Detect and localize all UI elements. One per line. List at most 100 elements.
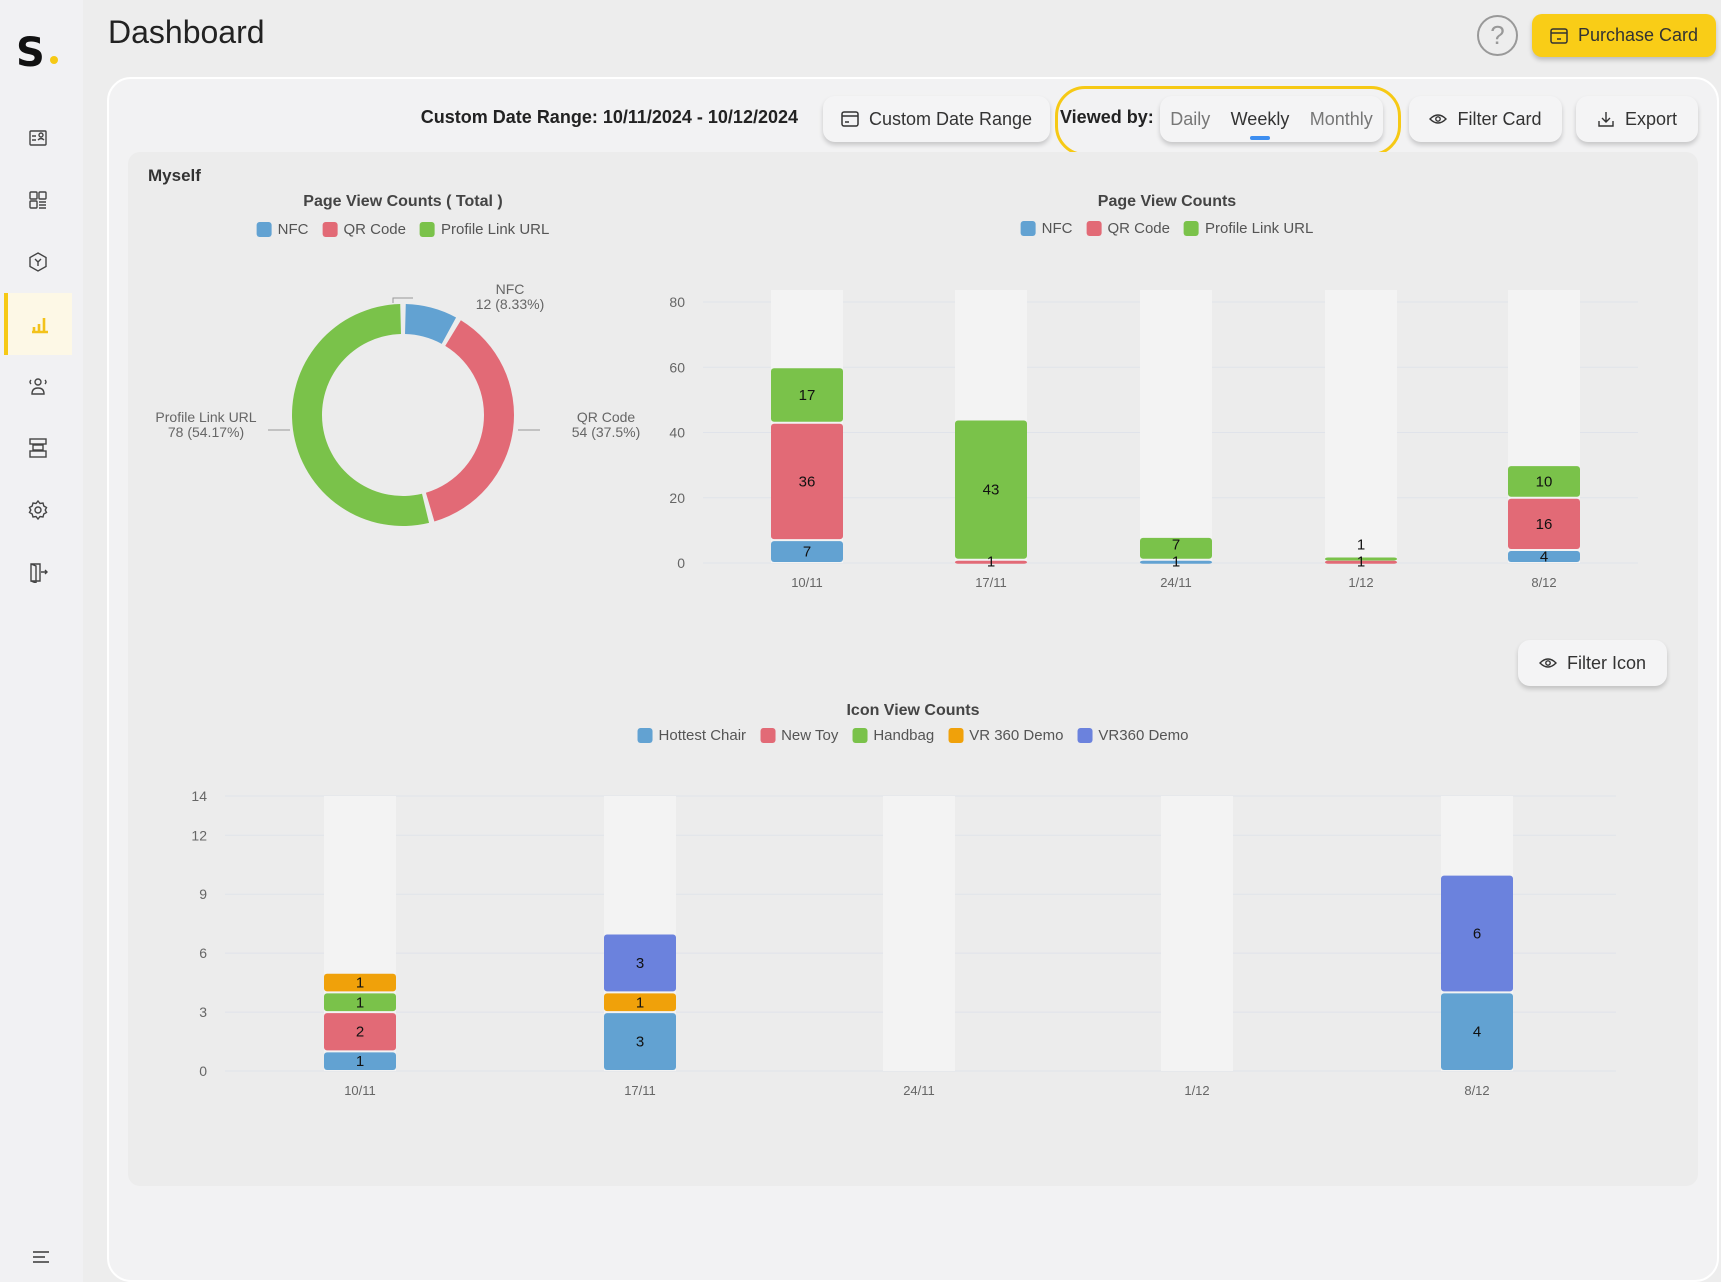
legend-swatch xyxy=(948,728,964,743)
pie-slice[interactable] xyxy=(405,304,457,344)
bar-segment[interactable] xyxy=(604,993,676,1012)
id-card-icon xyxy=(29,130,47,146)
grid-icon xyxy=(29,191,47,209)
sidebar-item-bar-chart[interactable] xyxy=(4,293,72,355)
bar-segment[interactable] xyxy=(324,1013,396,1051)
legend-item[interactable]: QR Code xyxy=(322,221,406,238)
sidebar-item-logout[interactable] xyxy=(4,541,72,603)
legend-item[interactable]: Profile Link URL xyxy=(1183,220,1313,237)
bar-segment[interactable] xyxy=(1508,550,1580,562)
bar-segment[interactable] xyxy=(324,993,396,1012)
y-tick-label: 40 xyxy=(669,425,685,441)
pie-slice[interactable] xyxy=(425,320,514,522)
legend-item[interactable]: VR 360 Demo xyxy=(948,727,1063,744)
bar-segment[interactable] xyxy=(1508,498,1580,549)
bar-segment[interactable] xyxy=(604,1013,676,1070)
legend-item[interactable]: New Toy xyxy=(760,727,838,744)
page-view-bar-chart: 0204060807361710/1114317/111724/11111/12… xyxy=(669,290,1638,590)
bar-segment[interactable] xyxy=(1325,560,1397,564)
bar-value-label: 7 xyxy=(1172,536,1180,553)
legend-swatch xyxy=(1183,221,1199,236)
bar-segment[interactable] xyxy=(1325,557,1397,561)
bar-chart-legend: NFC QR Code Profile Link URL xyxy=(1020,220,1313,237)
bar-segment[interactable] xyxy=(1140,560,1212,564)
sidebar-item-gear[interactable] xyxy=(4,479,72,541)
x-tick-label: 24/11 xyxy=(1160,575,1192,590)
gear-icon xyxy=(28,499,48,521)
legend-item[interactable]: NFC xyxy=(256,221,308,238)
export-button[interactable]: Export xyxy=(1576,96,1698,142)
filter-card-button[interactable]: Filter Card xyxy=(1409,96,1562,142)
pie-legend: NFC QR Code Profile Link URL xyxy=(256,221,549,238)
legend-label: Handbag xyxy=(873,727,935,744)
filter-icon-label: Filter Icon xyxy=(1566,652,1647,673)
sidebar-item-hexagon[interactable] xyxy=(4,231,72,293)
bar-segment[interactable] xyxy=(955,420,1027,559)
legend-label: New Toy xyxy=(781,727,839,744)
bar-segment[interactable] xyxy=(771,368,843,422)
legend-item[interactable]: QR Code xyxy=(1086,220,1170,237)
bar-segment[interactable] xyxy=(324,1052,396,1070)
bar-value-label: 3 xyxy=(636,955,644,972)
bar-segment[interactable] xyxy=(771,423,843,540)
bar-value-label: 1 xyxy=(356,1053,364,1070)
bar-value-label: 3 xyxy=(636,1034,644,1051)
bar-segment[interactable] xyxy=(324,973,396,992)
legend-item[interactable]: VR360 Demo xyxy=(1077,727,1188,744)
filter-icon-button[interactable]: Filter Icon xyxy=(1518,640,1667,686)
sidebar-item-grid[interactable] xyxy=(4,169,72,231)
purchase-card-button[interactable]: Purchase Card xyxy=(1532,14,1716,57)
logout-icon xyxy=(30,563,48,583)
legend-item[interactable]: Handbag xyxy=(852,727,934,744)
pie-label-value: 12 (8.33%) xyxy=(476,296,544,312)
legend-item[interactable]: Profile Link URL xyxy=(419,221,549,238)
view-option-weekly[interactable]: Weekly xyxy=(1230,108,1290,140)
y-tick-label: 12 xyxy=(191,827,207,843)
bar-value-label: 1 xyxy=(356,975,364,992)
panel-title: Myself xyxy=(148,166,201,185)
legend-swatch xyxy=(852,728,868,743)
y-tick-label: 60 xyxy=(669,359,685,375)
sidebar-item-users[interactable] xyxy=(4,355,72,417)
custom-date-range-button[interactable]: Custom Date Range xyxy=(823,96,1050,142)
pie-chart-title: Page View Counts ( Total ) xyxy=(303,193,503,210)
x-tick-label: 8/12 xyxy=(1464,1083,1489,1098)
pie-label-name: Profile Link URL xyxy=(155,409,256,425)
pie-label-value: 78 (54.17%) xyxy=(168,424,244,440)
legend-swatch xyxy=(637,728,653,743)
pie-slice[interactable] xyxy=(292,304,430,526)
bar-segment[interactable] xyxy=(1441,993,1513,1070)
bar-value-label: 36 xyxy=(799,473,816,490)
bar-background xyxy=(1325,290,1397,563)
legend-item[interactable]: Hottest Chair xyxy=(637,727,747,744)
bar-value-label: 7 xyxy=(803,544,811,561)
date-range-text: Custom Date Range: 10/11/2024 - 10/12/20… xyxy=(420,107,798,127)
legend-item[interactable]: NFC xyxy=(1020,220,1072,237)
bar-value-label: 16 xyxy=(1536,516,1553,533)
bar-segment[interactable] xyxy=(1140,537,1212,559)
bar-value-label: 1 xyxy=(1357,553,1365,570)
bar-value-label: 1 xyxy=(356,994,364,1011)
y-tick-label: 20 xyxy=(669,490,685,506)
hexagon-icon xyxy=(29,252,47,272)
y-tick-label: 14 xyxy=(191,788,207,804)
view-option-daily[interactable]: Daily xyxy=(1170,108,1211,129)
menu-icon[interactable] xyxy=(30,1247,52,1272)
bar-segment[interactable] xyxy=(604,934,676,992)
bar-segment[interactable] xyxy=(1441,875,1513,992)
bar-value-label: 2 xyxy=(356,1024,364,1041)
bar-value-label: 1 xyxy=(1357,536,1365,553)
view-option-monthly[interactable]: Monthly xyxy=(1309,108,1373,129)
bar-segment[interactable] xyxy=(955,560,1027,564)
download-icon xyxy=(1598,112,1614,127)
bar-segment[interactable] xyxy=(1508,466,1580,497)
help-icon[interactable]: ? xyxy=(1477,15,1518,56)
logo: S xyxy=(16,30,58,76)
sidebar-item-layout[interactable] xyxy=(4,417,72,479)
bar-segment[interactable] xyxy=(771,541,843,562)
sidebar-item-id-card[interactable] xyxy=(4,107,72,169)
x-tick-label: 17/11 xyxy=(624,1083,656,1098)
legend-swatch xyxy=(1077,728,1093,743)
sidebar: S xyxy=(0,0,83,1282)
legend-label: Hottest Chair xyxy=(658,727,747,744)
